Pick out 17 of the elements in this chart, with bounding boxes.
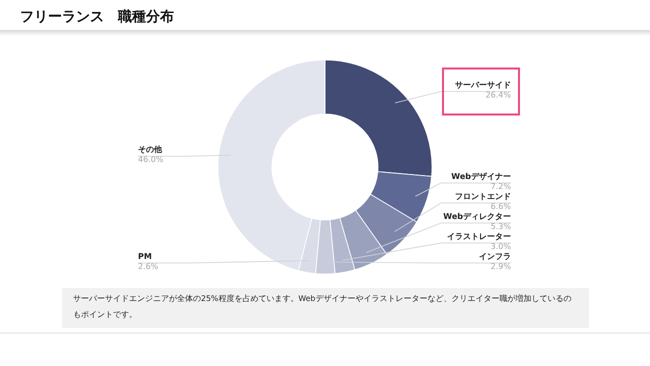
data-label: 5.3% bbox=[490, 222, 512, 231]
slice-label: その他 bbox=[138, 145, 163, 154]
slice-label: フロントエンド bbox=[455, 192, 511, 201]
data-label: 2.6% bbox=[138, 262, 159, 271]
data-label: 7.2% bbox=[490, 182, 512, 191]
data-label: 2.9% bbox=[490, 262, 512, 271]
data-label: 3.0% bbox=[490, 242, 512, 251]
slice-label: Webデザイナー bbox=[451, 172, 511, 181]
slice-label: Webディレクター bbox=[443, 212, 511, 221]
data-label: 26.4% bbox=[486, 90, 512, 100]
chart-title: フリーランス 職種分布 bbox=[20, 8, 174, 25]
slice-label: サーバーサイド bbox=[455, 80, 511, 90]
data-label: 6.6% bbox=[490, 202, 512, 211]
slice-label: インフラ bbox=[479, 252, 511, 261]
slice-label: イラストレーター bbox=[447, 232, 511, 241]
slice-label: PM bbox=[138, 252, 152, 261]
data-label: 46.0% bbox=[138, 155, 164, 164]
